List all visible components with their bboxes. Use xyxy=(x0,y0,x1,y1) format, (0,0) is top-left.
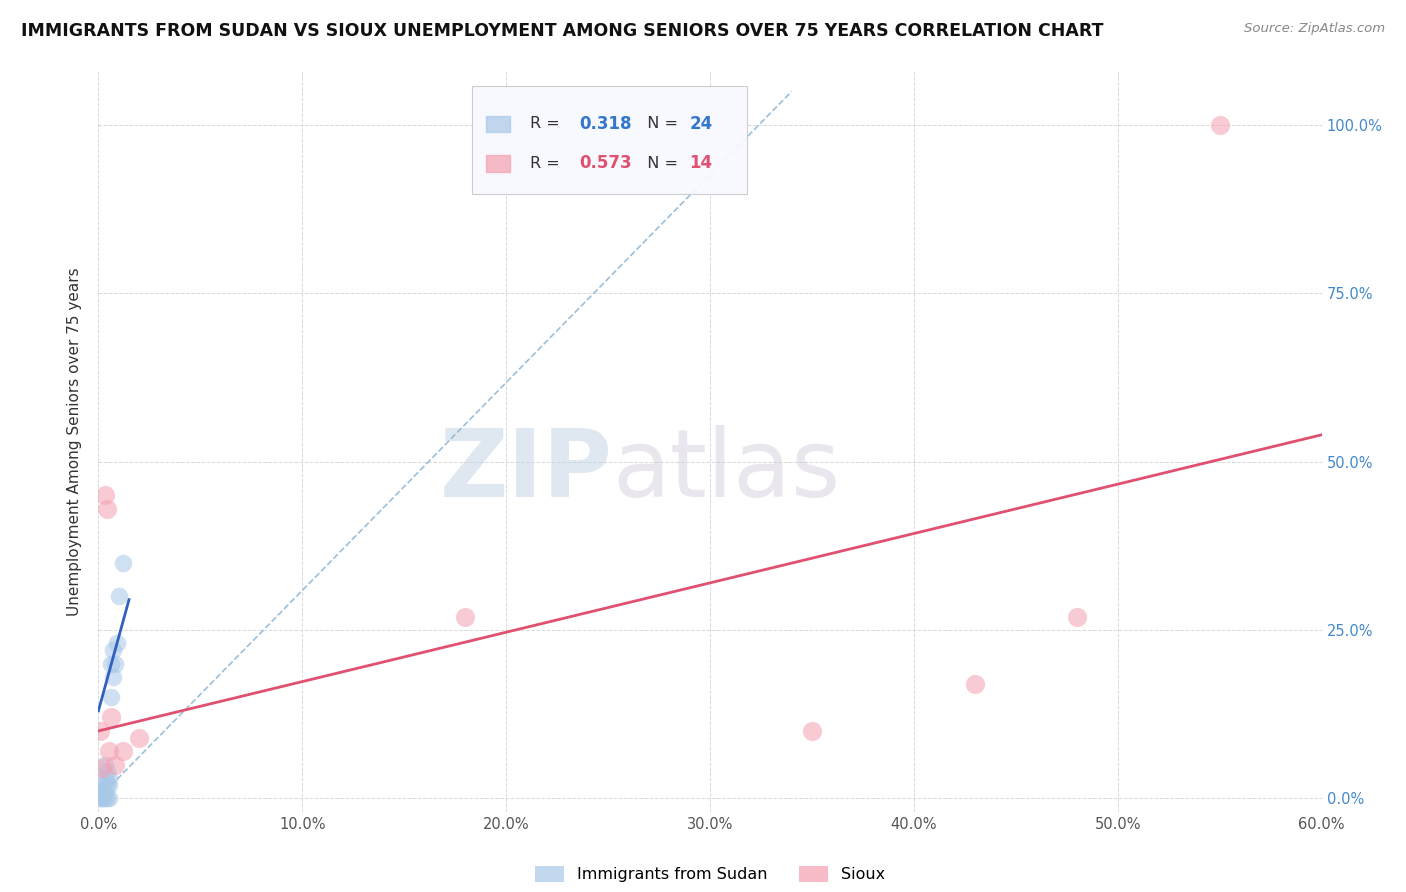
Point xyxy=(1066,609,1088,624)
Point xyxy=(104,757,127,772)
Bar xyxy=(486,116,510,132)
Point xyxy=(108,590,131,604)
Point xyxy=(93,791,115,805)
Text: 0.573: 0.573 xyxy=(579,154,631,172)
Text: 0.318: 0.318 xyxy=(579,115,631,133)
Point xyxy=(104,657,127,671)
Point xyxy=(89,723,111,738)
Point xyxy=(111,556,134,570)
Point xyxy=(454,609,477,624)
Y-axis label: Unemployment Among Seniors over 75 years: Unemployment Among Seniors over 75 years xyxy=(67,268,83,615)
Point xyxy=(91,761,114,775)
Point xyxy=(93,771,115,785)
Point xyxy=(100,657,122,671)
Point xyxy=(91,778,114,792)
Point xyxy=(91,791,114,805)
FancyBboxPatch shape xyxy=(471,87,747,194)
Text: 14: 14 xyxy=(689,154,713,172)
Point xyxy=(91,791,114,805)
Point xyxy=(93,784,115,798)
Text: ZIP: ZIP xyxy=(439,425,612,517)
Point xyxy=(97,771,120,785)
Text: N =: N = xyxy=(637,116,683,131)
Bar xyxy=(486,155,510,171)
Point xyxy=(801,723,824,738)
Point xyxy=(101,643,124,657)
Point xyxy=(100,690,122,705)
Point xyxy=(96,764,118,779)
Point xyxy=(128,731,150,745)
Text: R =: R = xyxy=(530,116,565,131)
Point xyxy=(96,778,118,792)
Point xyxy=(1209,118,1232,132)
Point xyxy=(89,784,111,798)
Point xyxy=(105,636,128,650)
Text: R =: R = xyxy=(530,156,565,171)
Text: Source: ZipAtlas.com: Source: ZipAtlas.com xyxy=(1244,22,1385,36)
Point xyxy=(96,791,118,805)
Point xyxy=(101,670,124,684)
Text: IMMIGRANTS FROM SUDAN VS SIOUX UNEMPLOYMENT AMONG SENIORS OVER 75 YEARS CORRELAT: IMMIGRANTS FROM SUDAN VS SIOUX UNEMPLOYM… xyxy=(21,22,1104,40)
Text: N =: N = xyxy=(637,156,683,171)
Point xyxy=(89,791,111,805)
Point xyxy=(96,501,118,516)
Point xyxy=(965,677,987,691)
Point xyxy=(91,784,114,798)
Point xyxy=(97,778,120,792)
Point xyxy=(97,744,120,758)
Point xyxy=(93,488,115,502)
Text: 24: 24 xyxy=(689,115,713,133)
Legend: Immigrants from Sudan, Sioux: Immigrants from Sudan, Sioux xyxy=(529,860,891,888)
Point xyxy=(97,791,120,805)
Point xyxy=(111,744,134,758)
Point xyxy=(100,710,122,724)
Point xyxy=(93,757,115,772)
Text: atlas: atlas xyxy=(612,425,841,517)
